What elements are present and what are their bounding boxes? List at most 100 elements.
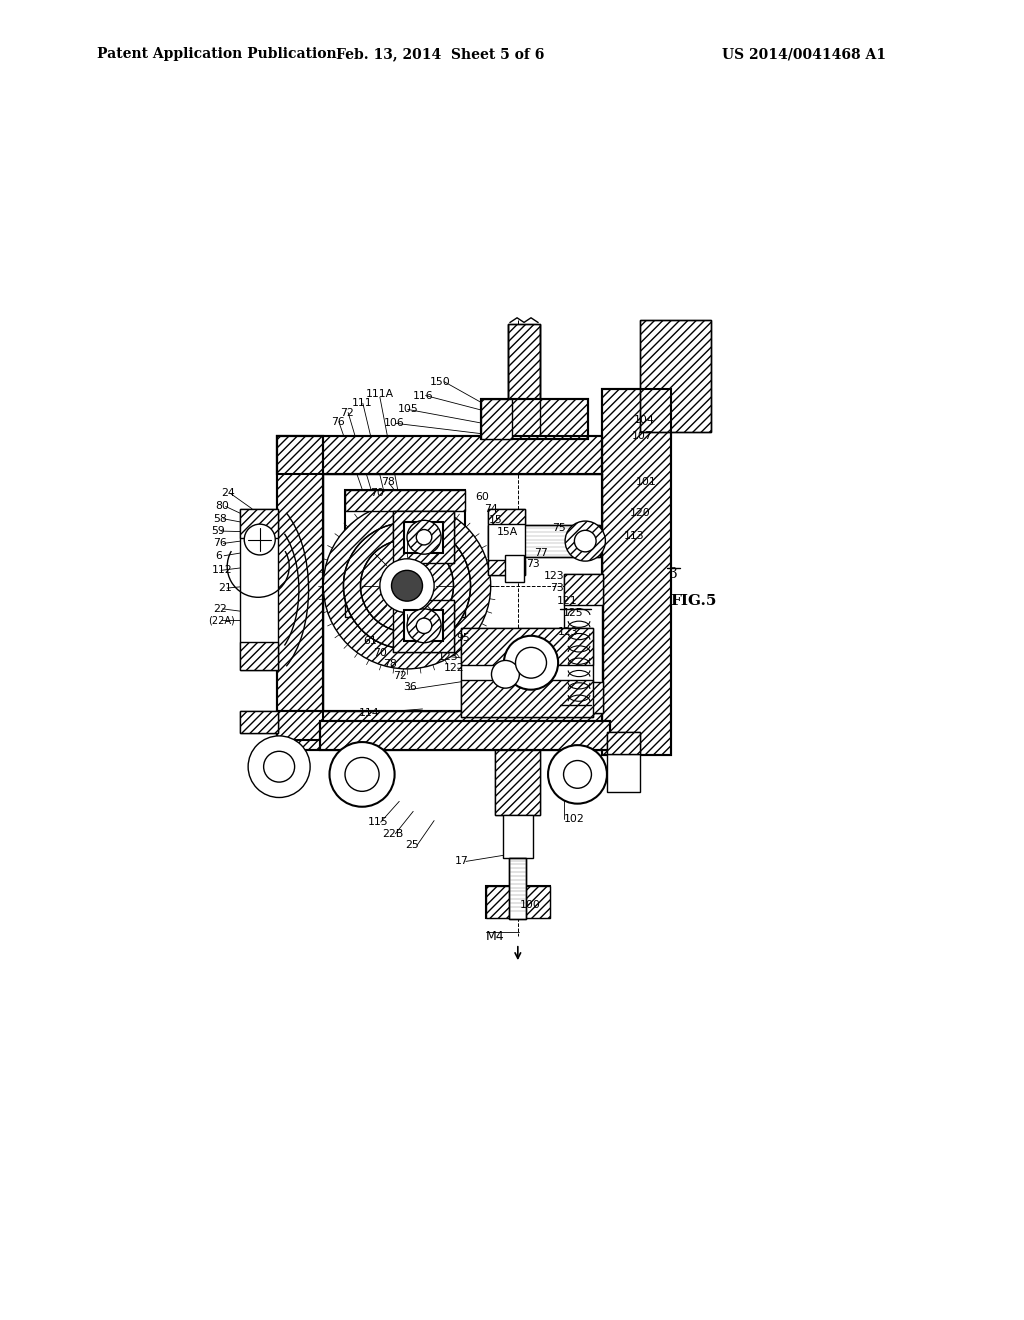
Text: 74: 74 (484, 504, 499, 513)
Bar (393, 511, 454, 564)
Circle shape (492, 660, 519, 688)
Text: 61: 61 (362, 636, 377, 647)
Text: 24: 24 (221, 488, 234, 499)
Bar (486, 886, 550, 919)
Text: 77: 77 (535, 548, 548, 557)
Text: (22A): (22A) (209, 615, 236, 626)
Text: 72: 72 (393, 671, 407, 681)
Bar (607, 733, 640, 754)
Circle shape (504, 636, 558, 689)
Circle shape (563, 760, 592, 788)
Circle shape (515, 647, 547, 678)
Circle shape (417, 529, 432, 545)
Circle shape (330, 742, 394, 807)
Text: 70: 70 (370, 488, 384, 499)
Bar (487, 508, 525, 524)
Bar (607, 733, 640, 754)
Bar (503, 816, 532, 858)
Bar (393, 599, 454, 652)
Bar (602, 389, 671, 755)
Text: 15: 15 (489, 515, 503, 525)
Circle shape (345, 758, 379, 791)
Bar (607, 754, 640, 792)
Bar (508, 323, 541, 436)
Bar (640, 321, 711, 432)
Text: 120: 120 (630, 508, 651, 517)
Bar (487, 560, 525, 576)
Text: 125: 125 (563, 607, 584, 618)
Text: 106: 106 (384, 418, 404, 428)
Bar (564, 574, 603, 713)
Bar (505, 554, 524, 582)
Text: 121: 121 (557, 597, 578, 606)
Circle shape (565, 521, 605, 561)
Circle shape (263, 751, 295, 781)
Circle shape (548, 744, 607, 804)
Text: 25: 25 (406, 841, 419, 850)
Bar (461, 628, 593, 665)
Text: 59: 59 (211, 527, 224, 536)
Bar (496, 750, 541, 816)
Text: 75: 75 (552, 523, 565, 533)
Bar (403, 610, 442, 642)
Circle shape (407, 520, 441, 554)
Text: 114: 114 (359, 708, 380, 718)
Bar (487, 525, 600, 557)
Text: 123: 123 (544, 570, 564, 581)
Text: 111A: 111A (366, 389, 394, 399)
Text: 73: 73 (550, 583, 563, 593)
Text: FIG.5: FIG.5 (671, 594, 717, 609)
Bar (321, 721, 610, 750)
Text: 3: 3 (669, 568, 678, 581)
Bar (241, 711, 278, 733)
Text: US 2014/0041468 A1: US 2014/0041468 A1 (722, 48, 886, 61)
Bar (276, 436, 602, 474)
Text: 150: 150 (430, 376, 451, 387)
Text: 123: 123 (558, 627, 579, 638)
Bar (508, 323, 541, 436)
Text: 116: 116 (414, 391, 434, 400)
Bar (241, 711, 278, 733)
Text: 80: 80 (216, 502, 229, 511)
Bar (486, 886, 550, 919)
Bar (276, 436, 324, 739)
Text: 73: 73 (526, 560, 540, 569)
Circle shape (360, 540, 454, 632)
Text: 36: 36 (403, 682, 417, 693)
Text: 115: 115 (369, 817, 389, 828)
Bar (487, 525, 600, 557)
Text: Feb. 13, 2014  Sheet 5 of 6: Feb. 13, 2014 Sheet 5 of 6 (336, 48, 545, 61)
Text: 22B: 22B (382, 829, 403, 838)
Bar (602, 389, 671, 755)
Text: Patent Application Publication: Patent Application Publication (97, 48, 337, 61)
Circle shape (391, 570, 423, 601)
Bar (241, 508, 278, 671)
Bar (276, 711, 602, 750)
Bar (276, 436, 602, 474)
Text: 15A: 15A (497, 527, 518, 537)
Text: 78: 78 (381, 477, 394, 487)
Bar (564, 574, 603, 605)
Text: 112: 112 (212, 565, 232, 576)
Bar (481, 399, 512, 438)
Bar (509, 858, 526, 919)
Bar (640, 321, 711, 432)
Text: 6: 6 (215, 550, 221, 561)
Circle shape (407, 609, 441, 643)
Text: 107: 107 (632, 430, 652, 441)
Bar (276, 711, 602, 750)
Bar (345, 490, 465, 616)
Bar (487, 508, 525, 576)
Text: 22: 22 (213, 603, 227, 614)
Text: 76: 76 (213, 539, 227, 548)
Bar (241, 508, 278, 539)
Text: 101: 101 (636, 477, 656, 487)
Circle shape (380, 558, 434, 612)
Text: 58: 58 (213, 513, 227, 524)
Text: 95: 95 (457, 634, 470, 643)
Circle shape (574, 531, 596, 552)
Bar (393, 511, 454, 564)
Bar (496, 750, 541, 816)
Circle shape (324, 503, 490, 669)
Text: 123: 123 (438, 652, 459, 661)
